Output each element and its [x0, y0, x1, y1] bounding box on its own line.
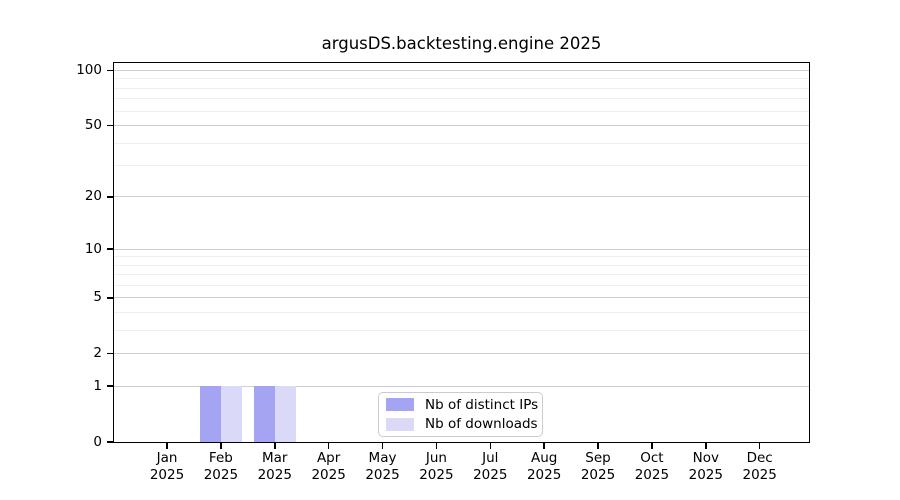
x-tick-mark — [705, 443, 707, 449]
y-tick-mark — [107, 353, 113, 355]
gridline-minor — [114, 98, 809, 99]
legend-label-downloads: Nb of downloads — [425, 416, 538, 432]
gridline-major — [114, 353, 809, 354]
legend-swatch-downloads-icon — [386, 418, 414, 431]
gridline-minor — [114, 285, 809, 286]
bar-downloads — [221, 386, 242, 442]
gridline-minor — [114, 111, 809, 112]
legend: Nb of distinct IPs Nb of downloads — [378, 392, 543, 437]
y-tick-label: 100 — [0, 62, 102, 79]
gridline-minor — [114, 274, 809, 275]
y-tick-mark — [107, 297, 113, 299]
figure: argusDS.backtesting.engine 2025 0 1 2 5 10 20… — [0, 0, 900, 500]
y-tick-mark — [107, 441, 113, 443]
y-tick-label: 5 — [0, 289, 102, 306]
x-tick-mark — [490, 443, 492, 449]
x-tick-mark — [436, 443, 438, 449]
y-tick-mark — [107, 70, 113, 72]
bar-downloads — [275, 386, 296, 442]
gridline-major — [114, 249, 809, 250]
x-tick-mark — [328, 443, 330, 449]
gridline-minor — [114, 143, 809, 144]
x-tick-mark — [166, 443, 168, 449]
x-tick-mark — [651, 443, 653, 449]
y-tick-mark — [107, 125, 113, 127]
y-tick-mark — [107, 196, 113, 198]
y-tick-mark — [107, 385, 113, 387]
y-tick-mark — [107, 248, 113, 250]
legend-label-distinct-ips: Nb of distinct IPs — [425, 397, 538, 413]
chart-title: argusDS.backtesting.engine 2025 — [113, 34, 810, 53]
gridline-major — [114, 125, 809, 126]
x-tick-label: Dec 2025 — [725, 450, 795, 483]
gridline-minor — [114, 78, 809, 79]
bar-distinct-ips — [254, 386, 275, 442]
gridline-minor — [114, 265, 809, 266]
y-tick-label: 20 — [0, 188, 102, 205]
y-tick-label: 2 — [0, 345, 102, 362]
x-tick-mark — [382, 443, 384, 449]
gridline-minor — [114, 256, 809, 257]
y-tick-label: 10 — [0, 241, 102, 258]
gridline-major — [114, 297, 809, 298]
legend-entry-distinct-ips: Nb of distinct IPs — [386, 397, 542, 413]
y-tick-label: 1 — [0, 378, 102, 395]
y-tick-label: 0 — [0, 434, 102, 451]
plot-area — [113, 62, 810, 443]
gridline-major — [114, 70, 809, 71]
bar-distinct-ips — [200, 386, 221, 442]
gridline-minor — [114, 165, 809, 166]
gridline-minor — [114, 312, 809, 313]
legend-entry-downloads: Nb of downloads — [386, 416, 542, 432]
x-tick-mark — [597, 443, 599, 449]
y-tick-label: 50 — [0, 117, 102, 134]
x-tick-mark — [274, 443, 276, 449]
x-tick-mark — [543, 443, 545, 449]
gridline-minor — [114, 88, 809, 89]
x-tick-mark — [759, 443, 761, 449]
gridline-major — [114, 196, 809, 197]
x-tick-mark — [220, 443, 222, 449]
legend-swatch-distinct-ips-icon — [386, 398, 414, 411]
gridline-minor — [114, 330, 809, 331]
